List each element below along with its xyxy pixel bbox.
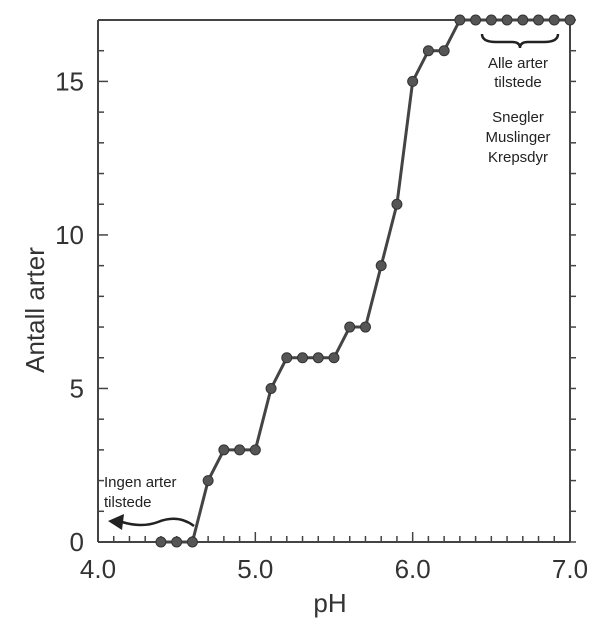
data-point [485, 14, 497, 26]
annotation-species-line3: Krepsdyr [488, 149, 548, 166]
annotation-right-group-line2: tilstede [494, 74, 542, 91]
x-tick-label: 6.0 [395, 554, 431, 584]
data-point [438, 45, 450, 57]
annotation-right-group-line1: Alle arter [488, 55, 548, 72]
tick-labels: 0 5 10 15 4.0 5.0 6.0 7.0 [55, 66, 588, 584]
data-point [470, 14, 482, 26]
data-point [548, 14, 560, 26]
data-point [218, 444, 230, 456]
left-arrowhead-icon [108, 514, 124, 530]
y-tick-label: 10 [55, 220, 84, 250]
data-point [202, 475, 214, 487]
data-point [533, 14, 545, 26]
data-point [407, 75, 419, 87]
data-point [234, 444, 246, 456]
data-point [454, 14, 466, 26]
left-arrow-icon [121, 517, 195, 528]
y-tick-label: 15 [55, 66, 84, 96]
data-points [155, 14, 576, 548]
right-brace-icon [480, 33, 560, 49]
annotation-species-line2: Muslinger [485, 129, 550, 146]
data-point [375, 260, 387, 272]
data-point [564, 14, 576, 26]
data-point [517, 14, 529, 26]
y-axis-title: Antall arter [20, 247, 50, 373]
x-tick-label: 7.0 [552, 554, 588, 584]
data-point [328, 352, 340, 364]
data-point [171, 536, 183, 548]
annotation-species-line1: Snegler [492, 109, 544, 126]
annotation-left-group-line1: Ingen arter [104, 474, 177, 491]
y-tick-label: 5 [70, 373, 84, 403]
data-point [312, 352, 324, 364]
x-axis-title: pH [313, 588, 346, 618]
data-point [155, 536, 167, 548]
data-point [265, 382, 277, 394]
data-point [281, 352, 293, 364]
data-point [249, 444, 261, 456]
data-point [391, 198, 403, 210]
x-tick-label: 4.0 [80, 554, 116, 584]
data-point [422, 45, 434, 57]
y-tick-label: 0 [70, 527, 84, 557]
series-line [160, 18, 570, 544]
data-point [359, 321, 371, 333]
annotation-left-group-line2: tilstede [104, 494, 152, 511]
data-point [501, 14, 513, 26]
data-point [297, 352, 309, 364]
x-tick-label: 5.0 [237, 554, 273, 584]
tick-marks [97, 19, 576, 543]
data-point [186, 536, 198, 548]
data-point [344, 321, 356, 333]
